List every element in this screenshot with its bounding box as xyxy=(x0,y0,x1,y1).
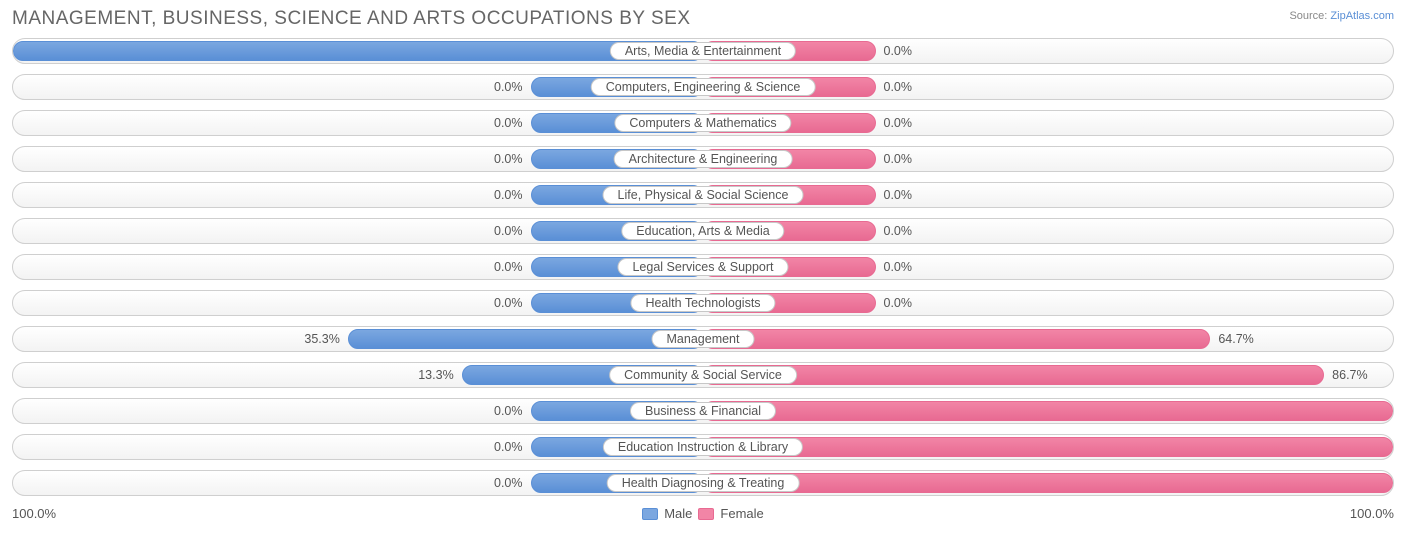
bar-half-female: 100.0% xyxy=(703,399,1393,423)
bar-half-female: 86.7% xyxy=(703,363,1393,387)
bar-female xyxy=(703,401,1393,421)
bar-row: 100.0% 0.0% Arts, Media & Entertainment xyxy=(12,38,1394,64)
axis-right-label: 100.0% xyxy=(1350,506,1394,521)
bar-row: 0.0% 0.0% Health Technologists xyxy=(12,290,1394,316)
category-label: Computers, Engineering & Science xyxy=(591,78,816,96)
pct-male: 0.0% xyxy=(494,183,531,207)
category-label: Life, Physical & Social Science xyxy=(603,186,804,204)
category-label: Education Instruction & Library xyxy=(603,438,803,456)
pct-female: 100.0% xyxy=(1393,435,1394,459)
bar-male xyxy=(348,329,703,349)
category-label: Legal Services & Support xyxy=(617,258,788,276)
bars-area: 100.0% 0.0% Arts, Media & Entertainment 0.0… xyxy=(12,38,1394,496)
legend-swatch-male xyxy=(642,508,658,520)
pct-male: 13.3% xyxy=(418,363,461,387)
pct-male: 0.0% xyxy=(494,291,531,315)
category-label: Community & Social Service xyxy=(609,366,797,384)
bar-half-male: 0.0% xyxy=(13,399,703,423)
pct-female: 100.0% xyxy=(1393,399,1394,423)
bar-half-female: 100.0% xyxy=(703,471,1393,495)
bar-half-male: 0.0% xyxy=(13,111,703,135)
header-row: MANAGEMENT, BUSINESS, SCIENCE AND ARTS O… xyxy=(12,8,1394,30)
bar-row: 35.3% 64.7% Management xyxy=(12,326,1394,352)
bar-half-male: 35.3% xyxy=(13,327,703,351)
category-label: Arts, Media & Entertainment xyxy=(610,42,796,60)
pct-female: 64.7% xyxy=(1210,327,1253,351)
source-attribution: Source: ZipAtlas.com xyxy=(1289,8,1394,22)
bar-half-male: 0.0% xyxy=(13,147,703,171)
bar-half-male: 0.0% xyxy=(13,219,703,243)
pct-female: 0.0% xyxy=(876,147,913,171)
pct-female: 0.0% xyxy=(876,183,913,207)
bar-half-male: 0.0% xyxy=(13,183,703,207)
bar-half-female: 0.0% xyxy=(703,291,1393,315)
bar-row: 13.3% 86.7% Community & Social Service xyxy=(12,362,1394,388)
pct-female: 0.0% xyxy=(876,39,913,63)
pct-male: 0.0% xyxy=(494,111,531,135)
bar-half-female: 0.0% xyxy=(703,255,1393,279)
legend-label-female: Female xyxy=(720,506,763,521)
pct-male: 100.0% xyxy=(12,39,13,63)
pct-male: 0.0% xyxy=(494,399,531,423)
bar-half-male: 0.0% xyxy=(13,471,703,495)
pct-male: 0.0% xyxy=(494,75,531,99)
bar-female xyxy=(703,473,1393,493)
pct-female: 0.0% xyxy=(876,255,913,279)
source-label: Source: xyxy=(1289,10,1327,22)
bar-half-male: 0.0% xyxy=(13,255,703,279)
bar-female xyxy=(703,437,1393,457)
bar-female xyxy=(703,329,1210,349)
category-label: Management xyxy=(652,330,755,348)
legend: Male Female xyxy=(642,506,764,521)
category-label: Health Diagnosing & Treating xyxy=(607,474,800,492)
bar-half-female: 0.0% xyxy=(703,111,1393,135)
bar-half-male: 0.0% xyxy=(13,435,703,459)
bar-row: 0.0% 0.0% Computers, Engineering & Science xyxy=(12,74,1394,100)
bar-row: 0.0% 0.0% Legal Services & Support xyxy=(12,254,1394,280)
legend-swatch-female xyxy=(698,508,714,520)
pct-male: 0.0% xyxy=(494,471,531,495)
pct-female: 0.0% xyxy=(876,219,913,243)
pct-female: 100.0% xyxy=(1393,471,1394,495)
pct-male: 0.0% xyxy=(494,435,531,459)
category-label: Education, Arts & Media xyxy=(621,222,784,240)
category-label: Architecture & Engineering xyxy=(614,150,793,168)
bar-half-female: 100.0% xyxy=(703,435,1393,459)
bar-half-male: 100.0% xyxy=(13,39,703,63)
category-label: Business & Financial xyxy=(630,402,776,420)
bar-half-female: 0.0% xyxy=(703,183,1393,207)
pct-female: 86.7% xyxy=(1324,363,1367,387)
bar-row: 0.0% 0.0% Education, Arts & Media xyxy=(12,218,1394,244)
category-label: Health Technologists xyxy=(630,294,775,312)
bar-row: 0.0% 100.0% Education Instruction & Librar… xyxy=(12,434,1394,460)
bar-row: 0.0% 0.0% Life, Physical & Social Science xyxy=(12,182,1394,208)
bar-half-female: 0.0% xyxy=(703,39,1393,63)
bar-half-female: 0.0% xyxy=(703,219,1393,243)
pct-female: 0.0% xyxy=(876,111,913,135)
bar-half-male: 0.0% xyxy=(13,291,703,315)
bar-half-female: 64.7% xyxy=(703,327,1393,351)
axis-left-label: 100.0% xyxy=(12,506,56,521)
bar-half-male: 13.3% xyxy=(13,363,703,387)
bar-row: 0.0% 0.0% Computers & Mathematics xyxy=(12,110,1394,136)
legend-label-male: Male xyxy=(664,506,692,521)
pct-female: 0.0% xyxy=(876,291,913,315)
bar-half-female: 0.0% xyxy=(703,147,1393,171)
footer-row: 100.0% Male Female 100.0% xyxy=(12,506,1394,521)
bar-row: 0.0% 100.0% Business & Financial xyxy=(12,398,1394,424)
chart-title: MANAGEMENT, BUSINESS, SCIENCE AND ARTS O… xyxy=(12,8,691,30)
pct-male: 0.0% xyxy=(494,255,531,279)
bar-male xyxy=(13,41,703,61)
pct-female: 0.0% xyxy=(876,75,913,99)
pct-male: 35.3% xyxy=(304,327,347,351)
pct-male: 0.0% xyxy=(494,219,531,243)
chart-container: MANAGEMENT, BUSINESS, SCIENCE AND ARTS O… xyxy=(0,0,1406,559)
category-label: Computers & Mathematics xyxy=(614,114,791,132)
source-link: ZipAtlas.com xyxy=(1330,10,1394,22)
bar-row: 0.0% 100.0% Health Diagnosing & Treating xyxy=(12,470,1394,496)
pct-male: 0.0% xyxy=(494,147,531,171)
bar-row: 0.0% 0.0% Architecture & Engineering xyxy=(12,146,1394,172)
